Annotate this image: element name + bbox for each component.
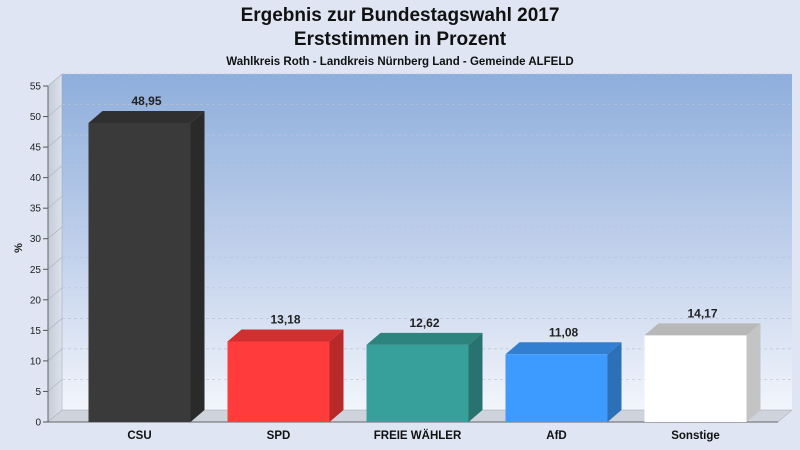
chart-header: Ergebnis zur Bundestagswahl 2017 Erststi… <box>0 0 800 70</box>
bar-afd <box>505 342 622 422</box>
bar-side <box>329 329 344 422</box>
bar-side <box>190 110 205 423</box>
gridline-wall <box>47 104 63 117</box>
bar-top <box>366 332 483 345</box>
bar-front <box>227 341 330 422</box>
bar-side <box>468 332 483 422</box>
chart-caption: Wahlkreis Roth - Landkreis Nürnberg Land… <box>226 56 574 68</box>
gridline-wall <box>47 73 63 87</box>
gridline-wall <box>47 134 63 148</box>
bar-top <box>644 323 761 336</box>
category-label: AfD <box>546 430 566 442</box>
bar-csu <box>88 110 205 423</box>
y-axis-label: % <box>13 243 25 253</box>
value-label: 13,18 <box>270 312 300 326</box>
bar-freie-w-hler <box>366 332 483 422</box>
gridline-wall <box>47 318 63 331</box>
y-tick-label: 25 <box>30 265 42 276</box>
bar-top <box>505 342 622 355</box>
bar-top <box>227 329 344 342</box>
y-tick-label: 10 <box>30 356 42 367</box>
bar-spd <box>227 329 344 422</box>
bar-front <box>366 344 469 422</box>
chart-title: Ergebnis zur Bundestagswahl 2017 <box>240 5 560 26</box>
category-label: SPD <box>267 430 291 442</box>
chart-subtitle: Erststimmen in Prozent <box>293 29 507 50</box>
category-label: CSU <box>127 430 151 442</box>
value-label: 48,95 <box>131 94 161 108</box>
category-label: FREIE WÄHLER <box>374 429 462 442</box>
bar-top <box>88 110 205 123</box>
y-tick-label: 35 <box>30 204 42 215</box>
gridline-wall <box>47 257 63 270</box>
y-tick-label: 15 <box>30 326 42 337</box>
gridline-wall <box>47 348 63 362</box>
y-tick-label: 30 <box>30 234 42 245</box>
bar-front <box>505 354 608 422</box>
gridline-wall <box>47 287 63 301</box>
gridline-wall <box>47 165 63 178</box>
value-label: 14,17 <box>687 306 717 320</box>
y-tick-label: 45 <box>30 143 42 154</box>
gridline-wall <box>47 379 63 392</box>
plot-left-wall <box>47 73 63 423</box>
y-tick-label: 20 <box>30 295 42 306</box>
gridline-wall <box>47 226 63 239</box>
y-tick-label: 5 <box>35 387 41 398</box>
bar-front <box>644 335 747 422</box>
bar-sonstige <box>644 323 761 422</box>
category-label: Sonstige <box>671 430 720 442</box>
bar-side <box>607 342 622 422</box>
gridline-wall <box>47 195 63 209</box>
y-tick-label: 50 <box>30 112 42 123</box>
bar-side <box>746 323 761 422</box>
value-label: 12,62 <box>409 316 439 330</box>
y-tick-label: 40 <box>30 173 42 184</box>
value-label: 11,08 <box>549 325 579 339</box>
bar-front <box>88 122 191 423</box>
y-tick-label: 0 <box>35 418 41 429</box>
y-tick-label: 55 <box>30 82 42 93</box>
